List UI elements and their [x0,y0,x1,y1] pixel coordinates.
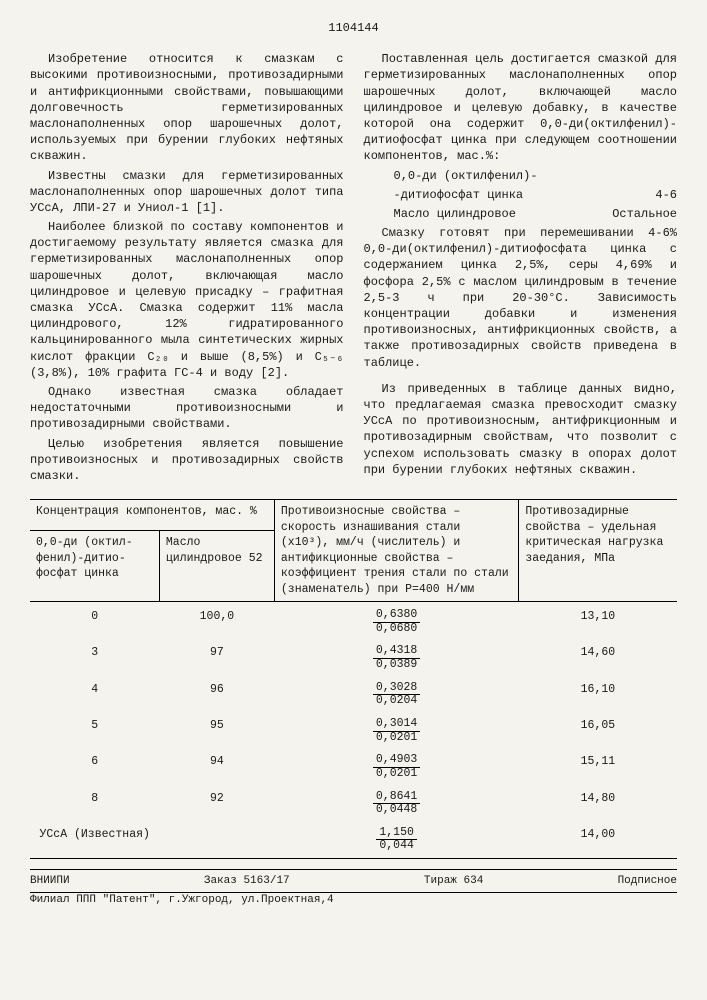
footer-order: Заказ 5163/17 [204,874,290,889]
cell-b: 96 [159,677,274,713]
doc-number: 1104144 [30,20,677,36]
right-column: Поставленная цель достигается смазкой дл… [364,51,678,487]
cell-d: 15,11 [519,749,677,785]
cell-d: 16,10 [519,677,677,713]
cell-b: 100,0 [159,604,274,640]
cell-a: 8 [30,786,159,822]
text-columns: Изобретение относится к смазкам с высоки… [30,51,677,487]
component-value: 4-6 [625,187,677,203]
cell-b: 92 [159,786,274,822]
component-line: Масло цилиндровое Остальное [364,206,678,222]
footer-tirazh: Тираж 634 [424,874,483,889]
component-line: 0,0-ди (октилфенил)- [364,168,678,184]
cell-b: 97 [159,640,274,676]
cell-a: 3 [30,640,159,676]
cell-frac: 1,1500,044 [274,822,518,859]
footer: ВНИИПИ Заказ 5163/17 Тираж 634 Подписное… [30,869,677,908]
table-row: УСсА (Известная) 1,1500,04414,00 [30,822,677,859]
left-column: Изобретение относится к смазкам с высоки… [30,51,344,487]
cell-a: 5 [30,713,159,749]
table-row: 4960,30280,020416,10 [30,677,677,713]
cell-frac: 0,49030,0201 [274,749,518,785]
data-table: Концентрация компонентов, мас. % Противо… [30,499,677,859]
cell-a: 4 [30,677,159,713]
para: Однако известная смазка обладает недоста… [30,384,344,433]
cell-a: 0 [30,604,159,640]
para: Смазку готовят при перемешивании 4-6% 0,… [364,225,678,371]
cell-d: 14,60 [519,640,677,676]
col-subheader: 0,0-ди (октил-фенил)-дитио-фосфат цинка [30,531,159,602]
cell-frac: 0,86410,0448 [274,786,518,822]
cell-d: 13,10 [519,604,677,640]
para: Целью изобретения является повышение про… [30,436,344,485]
component-name: Масло цилиндровое [364,206,516,222]
para: Изобретение относится к смазкам с высоки… [30,51,344,164]
para: Из приведенных в таблице данных видно, ч… [364,381,678,478]
cell-frac: 0,43180,0389 [274,640,518,676]
col-subheader: Масло цилиндровое 52 [159,531,274,602]
cell-frac: 0,30140,0201 [274,713,518,749]
cell-frac: 0,63800,0680 [274,604,518,640]
col-header: Концентрация компонентов, мас. % [30,500,274,531]
table-row: 8920,86410,044814,80 [30,786,677,822]
footer-sign: Подписное [618,874,677,889]
table-row: 6940,49030,020115,11 [30,749,677,785]
component-name: -дитиофосфат цинка [364,187,524,203]
cell-a: 6 [30,749,159,785]
col-header: Противозадирные свойства – удельная крит… [519,500,677,602]
component-line: -дитиофосфат цинка 4-6 [364,187,678,203]
cell-b [159,822,274,859]
footer-address: Филиал ППП "Патент", г.Ужгород, ул.Проек… [30,893,677,908]
cell-d: 14,80 [519,786,677,822]
cell-a: УСсА (Известная) [30,822,159,859]
para: Известны смазки для герметизированных ма… [30,168,344,217]
cell-b: 94 [159,749,274,785]
table-row: 3970,43180,038914,60 [30,640,677,676]
footer-org: ВНИИПИ [30,874,70,889]
cell-d: 16,05 [519,713,677,749]
component-value: Остальное [582,206,677,222]
cell-b: 95 [159,713,274,749]
col-header: Противоизносные свойства – скорость изна… [274,500,518,602]
cell-d: 14,00 [519,822,677,859]
table-row: 5950,30140,020116,05 [30,713,677,749]
table-row: 0100,00,63800,068013,10 [30,604,677,640]
cell-frac: 0,30280,0204 [274,677,518,713]
para: Наиболее близкой по составу компонентов … [30,219,344,381]
para: Поставленная цель достигается смазкой дл… [364,51,678,164]
table-body: 0100,00,63800,068013,103970,43180,038914… [30,602,677,859]
